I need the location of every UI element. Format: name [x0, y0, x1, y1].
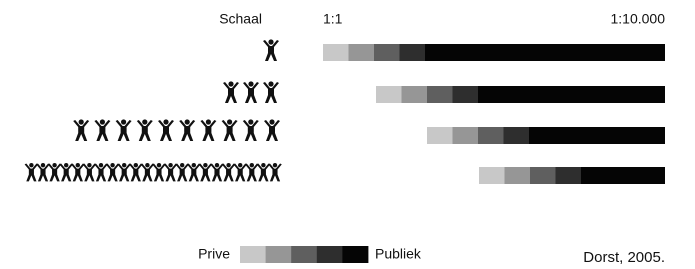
legend-swatch — [266, 246, 292, 263]
person-icon — [116, 119, 132, 141]
person-icon — [245, 163, 259, 181]
person-icon — [222, 163, 236, 181]
person-icon — [83, 163, 97, 181]
person-icon — [59, 163, 73, 181]
citation: Dorst, 2005. — [583, 249, 665, 266]
person-icon — [48, 163, 62, 181]
bar-segment — [376, 86, 402, 103]
bar-segment — [427, 127, 453, 144]
legend-swatch — [291, 246, 317, 263]
bar-segment — [505, 167, 531, 184]
bar-segment — [581, 167, 665, 184]
person-icon — [94, 119, 110, 141]
person-icon — [263, 81, 279, 103]
bar-segment — [529, 127, 665, 144]
person-icon — [257, 163, 271, 181]
bar-segment — [427, 86, 453, 103]
person-icon — [243, 119, 259, 141]
diagram: Schaal 1:1 1:10.000 Prive Publiek Dorst,… — [0, 0, 695, 269]
person-icon — [175, 163, 189, 181]
legend-right: Publiek — [375, 246, 422, 262]
bar-segment — [556, 167, 582, 184]
bar-segment — [479, 167, 505, 184]
person-icon — [25, 163, 39, 181]
person-icon — [117, 163, 131, 181]
person-icon — [94, 163, 108, 181]
legend-left: Prive — [198, 246, 230, 262]
bar-segment — [478, 127, 504, 144]
people-icons — [25, 39, 282, 181]
scale-min: 1:1 — [323, 11, 343, 27]
person-icon — [71, 163, 85, 181]
person-icon — [106, 163, 120, 181]
person-icon — [141, 163, 155, 181]
person-icon — [200, 119, 216, 141]
person-icon — [222, 119, 238, 141]
bar-segment — [400, 44, 426, 61]
bar-segment — [453, 86, 479, 103]
person-icon — [137, 119, 153, 141]
page: {"header": {"scale_label": "Schaal", "sc… — [0, 0, 695, 269]
bar-segment — [530, 167, 556, 184]
scale-bars — [323, 44, 665, 184]
scale-label: Schaal — [219, 11, 262, 27]
legend-swatch — [342, 246, 368, 263]
person-icon — [158, 119, 174, 141]
person-icon — [152, 163, 166, 181]
person-icon — [36, 163, 50, 181]
person-icon — [73, 119, 89, 141]
legend-swatches — [240, 246, 368, 263]
bar-segment — [402, 86, 428, 103]
bar-segment — [504, 127, 530, 144]
bar-segment — [349, 44, 375, 61]
person-icon — [233, 163, 247, 181]
person-icon — [243, 81, 259, 103]
person-icon — [179, 119, 195, 141]
person-icon — [199, 163, 213, 181]
person-icon — [129, 163, 143, 181]
person-icon — [268, 163, 282, 181]
person-icon — [264, 119, 280, 141]
bar-segment — [323, 44, 349, 61]
scale-max: 1:10.000 — [611, 11, 666, 27]
bar-segment — [478, 86, 665, 103]
person-icon — [187, 163, 201, 181]
person-icon — [223, 81, 239, 103]
person-icon — [263, 39, 279, 61]
bar-segment — [374, 44, 400, 61]
legend-swatch — [240, 246, 266, 263]
person-icon — [164, 163, 178, 181]
person-icon — [210, 163, 224, 181]
bar-segment — [453, 127, 479, 144]
bar-segment — [425, 44, 665, 61]
legend-swatch — [317, 246, 343, 263]
